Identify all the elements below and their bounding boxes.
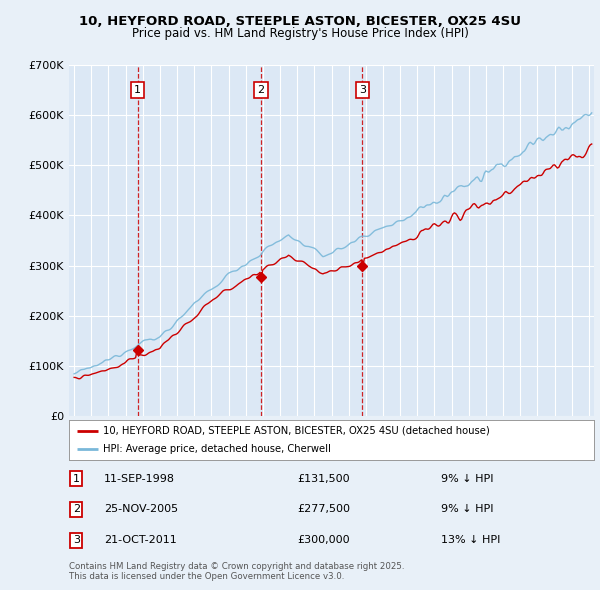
Text: 10, HEYFORD ROAD, STEEPLE ASTON, BICESTER, OX25 4SU: 10, HEYFORD ROAD, STEEPLE ASTON, BICESTE… [79, 15, 521, 28]
Text: £131,500: £131,500 [297, 474, 350, 484]
Text: 3: 3 [359, 85, 366, 95]
Text: 1: 1 [134, 85, 141, 95]
Text: HPI: Average price, detached house, Cherwell: HPI: Average price, detached house, Cher… [103, 444, 331, 454]
Text: 3: 3 [73, 535, 80, 545]
Text: £300,000: £300,000 [297, 535, 350, 545]
Text: 25-NOV-2005: 25-NOV-2005 [104, 504, 178, 514]
Text: 13% ↓ HPI: 13% ↓ HPI [441, 535, 500, 545]
Text: 2: 2 [73, 504, 80, 514]
Text: Price paid vs. HM Land Registry's House Price Index (HPI): Price paid vs. HM Land Registry's House … [131, 27, 469, 40]
Text: 11-SEP-1998: 11-SEP-1998 [104, 474, 175, 484]
Text: Contains HM Land Registry data © Crown copyright and database right 2025.
This d: Contains HM Land Registry data © Crown c… [69, 562, 404, 581]
Text: 9% ↓ HPI: 9% ↓ HPI [441, 474, 493, 484]
Text: 10, HEYFORD ROAD, STEEPLE ASTON, BICESTER, OX25 4SU (detached house): 10, HEYFORD ROAD, STEEPLE ASTON, BICESTE… [103, 426, 490, 436]
Text: £277,500: £277,500 [297, 504, 350, 514]
Text: 9% ↓ HPI: 9% ↓ HPI [441, 504, 493, 514]
Text: 21-OCT-2011: 21-OCT-2011 [104, 535, 176, 545]
Text: 1: 1 [73, 474, 80, 484]
Text: 2: 2 [257, 85, 265, 95]
